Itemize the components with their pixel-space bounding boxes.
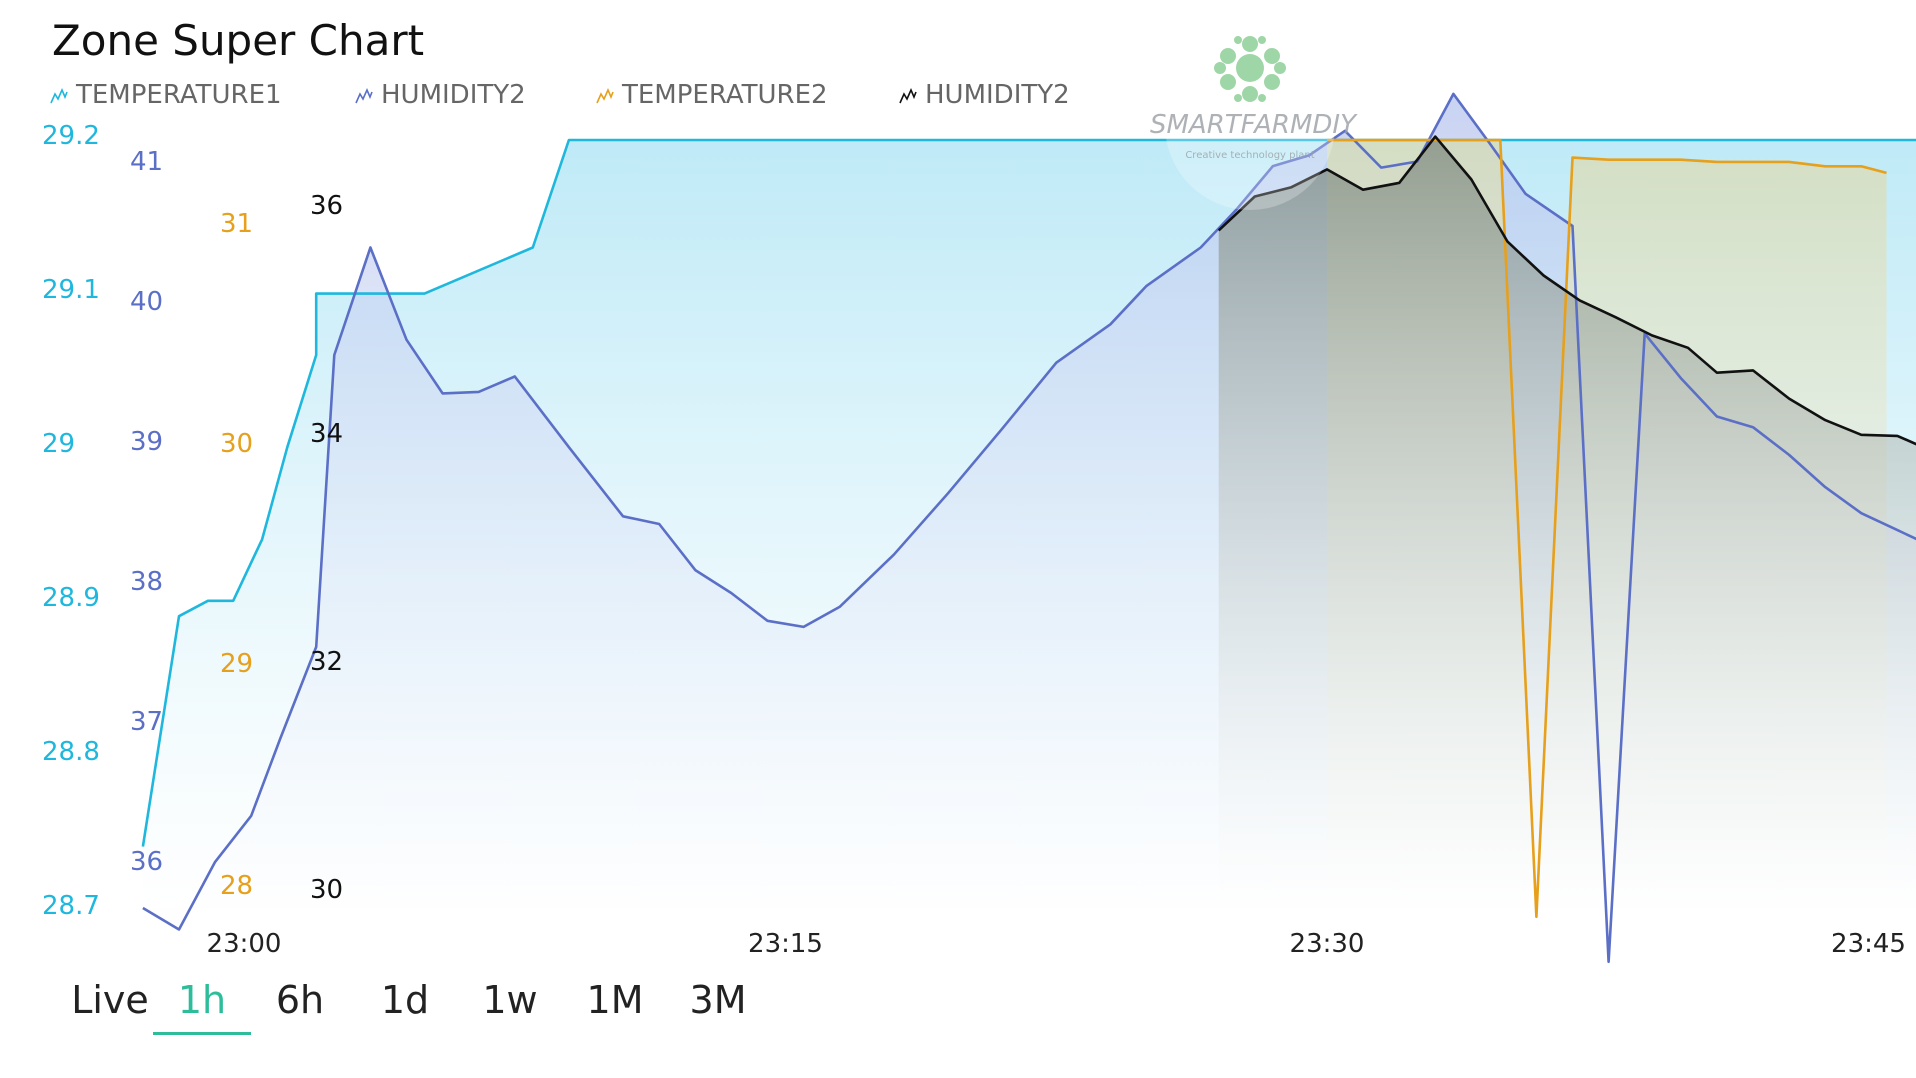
legend-label: HUMIDITY2: [381, 80, 526, 110]
y-tick-label: 28: [220, 871, 253, 901]
y-tick-label: 34: [310, 419, 343, 449]
range-1m-button[interactable]: 1M: [586, 978, 644, 1022]
range-1h-button[interactable]: 1h: [153, 978, 251, 1035]
y-tick-label: 28.7: [42, 891, 100, 921]
x-tick-label: 23:15: [748, 929, 823, 959]
y-tick-label: 38: [130, 567, 163, 597]
series-lines: [141, 92, 1916, 964]
y-tick-label: 29.1: [42, 275, 100, 305]
chart-title: Zone Super Chart: [52, 16, 425, 65]
y-tick-label: 41: [130, 147, 163, 177]
y-tick-label: 30: [310, 875, 343, 905]
line-chart-icon: [355, 88, 373, 104]
legend-label: TEMPERATURE2: [622, 80, 828, 110]
range-1d-button[interactable]: 1d: [380, 978, 430, 1022]
watermark-tagline: Creative technology plant: [1185, 150, 1315, 161]
y-tick-label: 37: [130, 707, 163, 737]
line-chart-icon: [596, 88, 614, 104]
y-tick-label: 39: [130, 427, 163, 457]
x-tick-label: 23:00: [207, 929, 282, 959]
y-tick-label: 31: [220, 209, 253, 239]
range-1w-button[interactable]: 1w: [482, 978, 538, 1022]
range-live-button[interactable]: Live: [71, 978, 149, 1022]
series-line-temperature1: [141, 138, 1916, 847]
y-tick-label: 28.9: [42, 583, 100, 613]
line-chart-icon: [50, 88, 68, 104]
y-tick-label: 32: [310, 647, 343, 677]
y-tick-label: 29: [220, 649, 253, 679]
legend-item-humidity2-black[interactable]: HUMIDITY2: [899, 80, 1070, 110]
legend-item-temperature1[interactable]: TEMPERATURE1: [50, 80, 282, 110]
series-area-humidity2-black: [1218, 136, 1916, 908]
y-tick-label: 36: [130, 847, 163, 877]
series-line-humidity2: [142, 92, 1916, 964]
series-line-humidity2-black: [1217, 135, 1916, 446]
legend-item-temperature2[interactable]: TEMPERATURE2: [596, 80, 828, 110]
axis-ticks: 29.2 29.1 29 28.9 28.8 28.7 41 40 39 38 37 36 31 30 29…: [42, 121, 1906, 959]
legend-label: TEMPERATURE1: [76, 80, 282, 110]
y-tick-label: 29: [42, 429, 75, 459]
watermark-logo: SMARTFARMDIY Creative technology plant: [1150, 10, 1356, 210]
legend-label: HUMIDITY2: [925, 80, 1070, 110]
y-tick-label: 30: [220, 429, 253, 459]
snowflake-icon: [1165, 36, 1335, 210]
y-tick-label: 36: [310, 191, 343, 221]
legend-item-humidity2[interactable]: HUMIDITY2: [355, 80, 526, 110]
x-tick-label: 23:30: [1290, 929, 1365, 959]
y-tick-label: 29.2: [42, 121, 100, 151]
series-line-temperature2: [1327, 138, 1887, 919]
watermark-brand: SMARTFARMDIY: [1150, 110, 1356, 140]
y-tick-label: 40: [130, 287, 163, 317]
range-6h-button[interactable]: 6h: [275, 978, 325, 1022]
y-tick-label: 28.8: [42, 737, 100, 767]
range-3m-button[interactable]: 3M: [689, 978, 747, 1022]
series-areas: [142, 93, 1916, 962]
x-tick-label: 23:45: [1831, 929, 1906, 959]
line-chart-icon: [899, 88, 917, 104]
